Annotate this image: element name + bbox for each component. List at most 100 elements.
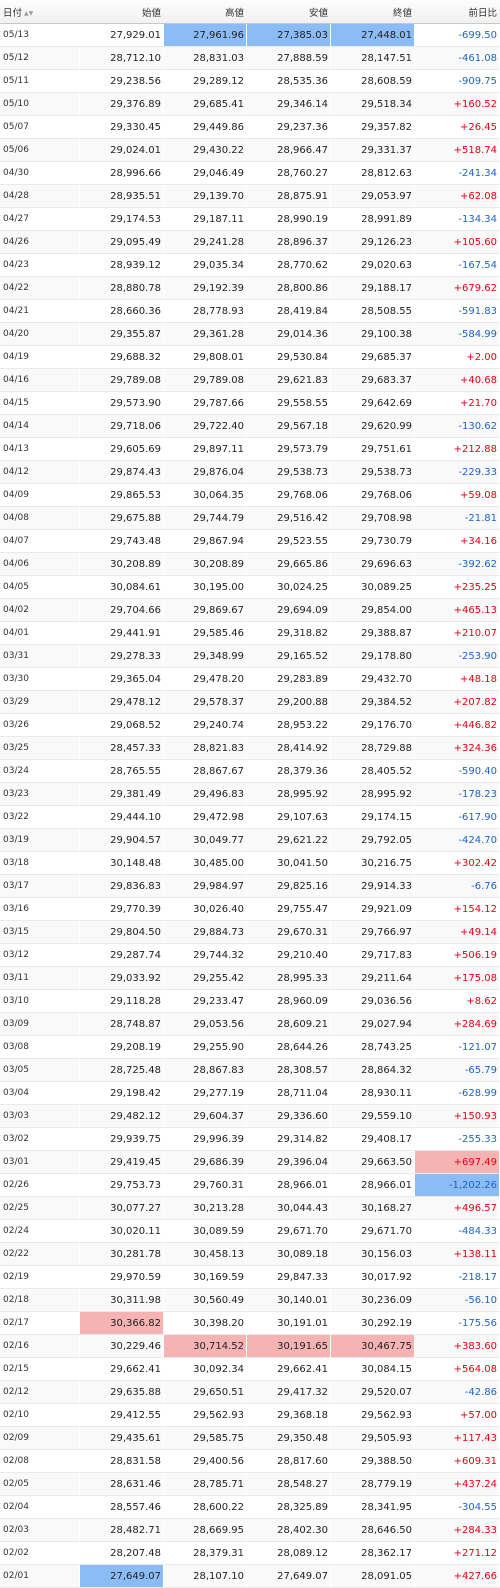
cell-high: 29,604.37: [164, 1105, 247, 1128]
cell-change: -392.62: [415, 553, 500, 576]
cell-low: 28,419.84: [247, 300, 331, 323]
table-row: 05/13 27,929.01 27,961.96 27,385.03 27,448.0…: [0, 24, 500, 47]
column-header-open[interactable]: 始値: [80, 0, 164, 24]
cell-low: 29,346.14: [247, 93, 331, 116]
cell-change: +437.24: [415, 1473, 500, 1496]
cell-low: 28,990.19: [247, 208, 331, 231]
table-row: 04/13 29,605.69 29,897.11 29,573.79 29,751.6…: [0, 438, 500, 461]
table-row: 03/19 29,904.57 30,049.77 29,621.22 29,792.0…: [0, 829, 500, 852]
column-header-date-label: 日付: [3, 7, 23, 19]
cell-high: 29,585.75: [164, 1427, 247, 1450]
cell-open: 29,376.89: [80, 93, 164, 116]
table-row: 02/16 30,229.46 30,714.52 30,191.65 30,467.7…: [0, 1335, 500, 1358]
cell-change: +138.11: [415, 1243, 500, 1266]
cell-change: +160.52: [415, 93, 500, 116]
cell-open: 29,482.12: [80, 1105, 164, 1128]
cell-high: 30,064.35: [164, 484, 247, 507]
cell-close: 29,020.63: [331, 254, 415, 277]
cell-change: -241.34: [415, 162, 500, 185]
cell-low: 29,107.63: [247, 806, 331, 829]
cell-open: 30,366.82: [80, 1312, 164, 1335]
column-header-low[interactable]: 安値: [247, 0, 331, 24]
cell-close: 28,341.95: [331, 1496, 415, 1519]
cell-date: 02/22: [0, 1243, 80, 1266]
cell-date: 03/12: [0, 944, 80, 967]
cell-low: 29,567.18: [247, 415, 331, 438]
cell-date: 03/23: [0, 783, 80, 806]
cell-low: 28,817.60: [247, 1450, 331, 1473]
table-row: 04/15 29,573.90 29,787.66 29,558.55 29,642.6…: [0, 392, 500, 415]
column-header-change[interactable]: 前日比: [415, 0, 500, 24]
cell-high: 29,289.12: [164, 70, 247, 93]
cell-change: -175.56: [415, 1312, 500, 1335]
table-row: 03/08 29,208.19 29,255.90 28,644.26 28,743.2…: [0, 1036, 500, 1059]
cell-close: 28,930.11: [331, 1082, 415, 1105]
header-row: 日付 ▲▼ 始値 高値 安値 終値 前日比: [0, 0, 500, 24]
cell-open: 29,238.56: [80, 70, 164, 93]
cell-close: 29,854.00: [331, 599, 415, 622]
cell-change: +302.42: [415, 852, 500, 875]
cell-date: 04/22: [0, 277, 80, 300]
cell-change: +446.82: [415, 714, 500, 737]
cell-date: 03/02: [0, 1128, 80, 1151]
cell-change: -461.08: [415, 47, 500, 70]
cell-change: -484.33: [415, 1220, 500, 1243]
cell-date: 03/17: [0, 875, 80, 898]
cell-change: -218.17: [415, 1266, 500, 1289]
cell-high: 30,169.59: [164, 1266, 247, 1289]
cell-date: 03/29: [0, 691, 80, 714]
cell-close: 30,292.19: [331, 1312, 415, 1335]
cell-close: 30,236.09: [331, 1289, 415, 1312]
cell-high: 29,192.39: [164, 277, 247, 300]
cell-change: +210.07: [415, 622, 500, 645]
cell-date: 04/26: [0, 231, 80, 254]
cell-high: 29,744.79: [164, 507, 247, 530]
table-row: 03/26 29,068.52 29,240.74 28,953.22 29,176.7…: [0, 714, 500, 737]
cell-low: 29,237.36: [247, 116, 331, 139]
cell-open: 29,441.91: [80, 622, 164, 645]
cell-close: 28,779.19: [331, 1473, 415, 1496]
cell-high: 30,195.00: [164, 576, 247, 599]
cell-close: 29,708.98: [331, 507, 415, 530]
column-header-high-label: 高値: [224, 7, 244, 19]
table-row: 04/27 29,174.53 29,187.11 28,990.19 28,991.8…: [0, 208, 500, 231]
cell-open: 29,118.28: [80, 990, 164, 1013]
cell-open: 29,865.53: [80, 484, 164, 507]
cell-close: 29,730.79: [331, 530, 415, 553]
table-row: 02/08 28,831.58 29,400.56 28,817.60 29,388.5…: [0, 1450, 500, 1473]
cell-high: 29,496.83: [164, 783, 247, 806]
sort-arrows-icon[interactable]: ▲▼: [24, 9, 34, 17]
column-header-close-label: 終値: [392, 7, 412, 19]
cell-high: 29,400.56: [164, 1450, 247, 1473]
table-row: 04/09 29,865.53 30,064.35 29,768.06 29,768.0…: [0, 484, 500, 507]
table-row: 04/08 29,675.88 29,744.79 29,516.42 29,708.9…: [0, 507, 500, 530]
cell-high: 30,026.40: [164, 898, 247, 921]
cell-low: 28,995.33: [247, 967, 331, 990]
cell-change: -42.86: [415, 1381, 500, 1404]
cell-date: 04/12: [0, 461, 80, 484]
cell-high: 30,089.59: [164, 1220, 247, 1243]
cell-low: 29,662.41: [247, 1358, 331, 1381]
cell-high: 29,897.11: [164, 438, 247, 461]
column-header-open-label: 始値: [141, 7, 161, 19]
cell-close: 28,147.51: [331, 47, 415, 70]
cell-open: 29,874.43: [80, 461, 164, 484]
cell-close: 28,991.89: [331, 208, 415, 231]
cell-date: 04/01: [0, 622, 80, 645]
cell-close: 29,408.17: [331, 1128, 415, 1151]
cell-change: +154.12: [415, 898, 500, 921]
table-row: 02/17 30,366.82 30,398.20 30,191.01 30,292.1…: [0, 1312, 500, 1335]
table-row: 02/25 30,077.27 30,213.28 30,044.43 30,168.2…: [0, 1197, 500, 1220]
cell-change: -255.33: [415, 1128, 500, 1151]
column-header-high[interactable]: 高値: [164, 0, 247, 24]
cell-open: 28,939.12: [80, 254, 164, 277]
column-header-close[interactable]: 終値: [331, 0, 415, 24]
column-header-date[interactable]: 日付 ▲▼: [0, 0, 80, 24]
cell-close: 29,357.82: [331, 116, 415, 139]
cell-open: 29,068.52: [80, 714, 164, 737]
cell-close: 29,768.06: [331, 484, 415, 507]
cell-close: 29,520.07: [331, 1381, 415, 1404]
table-row: 02/24 30,020.11 30,089.59 29,671.70 29,671.7…: [0, 1220, 500, 1243]
cell-high: 29,585.46: [164, 622, 247, 645]
cell-open: 28,207.48: [80, 1542, 164, 1565]
